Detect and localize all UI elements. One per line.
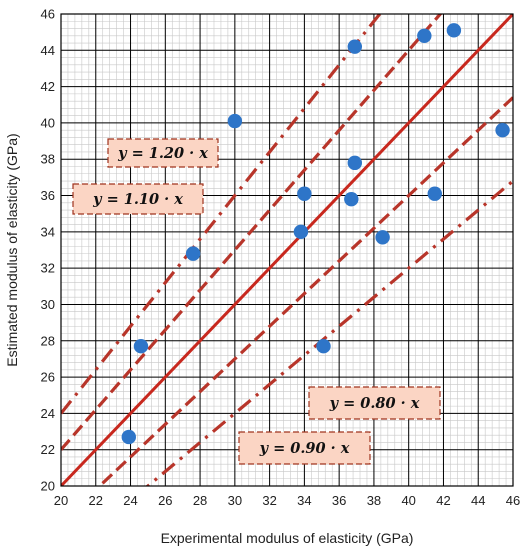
data-point [417,28,432,43]
data-point [495,122,510,138]
equation-label-text: y = 1.20 · x [117,145,208,162]
reference-line-1 [61,14,513,486]
y-tick-label: 26 [41,370,55,385]
reference-line-1_1 [61,14,443,451]
equation-label-box [107,138,219,168]
y-tick-label: 44 [41,43,55,58]
y-tick-label: 42 [41,79,55,94]
x-tick-label: 20 [54,493,68,508]
data-point [316,339,331,354]
x-tick-label: 36 [332,493,346,508]
x-tick-label: 32 [262,493,276,508]
x-tick-label: 30 [228,493,242,508]
x-tick-label: 34 [297,493,311,508]
y-tick-label: 20 [41,479,55,494]
x-tick-label: 24 [123,493,137,508]
y-tick-label: 36 [41,188,55,203]
y-tick-labels: 20 22 24 26 28 30 32 34 36 38 40 42 44 46 [41,7,55,494]
y-tick-label: 34 [41,224,55,239]
equation-label-text: y = 1.10 · x [92,191,183,208]
data-point [427,186,442,201]
y-tick-label: 24 [41,406,55,421]
data-point [293,224,309,240]
x-tick-label: 46 [506,493,520,508]
y-tick-label: 40 [41,115,55,130]
equation-labels: y = 1.20 · x y = 1.10 · x y = 0.90 · x y = … [72,138,441,465]
equation-label-box [72,183,204,215]
x-tick-label: 38 [367,493,381,508]
y-tick-label: 38 [41,152,55,167]
data-point [185,246,201,261]
x-tick-label: 26 [158,493,172,508]
y-tick-label: 46 [41,7,55,22]
x-tick-labels: 20 22 24 26 28 30 32 34 36 38 40 42 44 46 [54,493,520,508]
data-point [121,429,136,445]
equation-label-box [238,431,371,465]
data-point [297,186,312,201]
reference-line-0_9 [97,96,513,486]
y-tick-label: 30 [41,297,55,312]
data-point [133,339,149,354]
equation-label-box [308,386,441,420]
data-point [446,23,462,38]
data-point [347,155,362,171]
x-tick-label: 44 [471,493,485,508]
y-tick-label: 22 [41,442,55,457]
y-tick-label: 28 [41,333,55,348]
equation-label-text: y = 0.80 · x [329,395,420,412]
x-tick-label: 22 [89,493,103,508]
equation-label-text: y = 0.90 · x [259,440,350,457]
data-point [227,113,243,129]
data-point [375,230,390,245]
y-tick-label: 32 [41,261,55,276]
plot-frame [60,13,514,487]
reference-lines [61,14,513,486]
x-axis-label: Experimental modulus of elasticity (GPa) [161,530,414,546]
data-points [121,23,510,445]
x-tick-label: 28 [193,493,207,508]
x-tick-label: 42 [436,493,450,508]
data-point [347,39,362,54]
data-point [344,191,359,207]
x-tick-label: 40 [401,493,415,508]
y-axis-label: Estimated modulus of elasticity (GPa) [4,133,20,366]
